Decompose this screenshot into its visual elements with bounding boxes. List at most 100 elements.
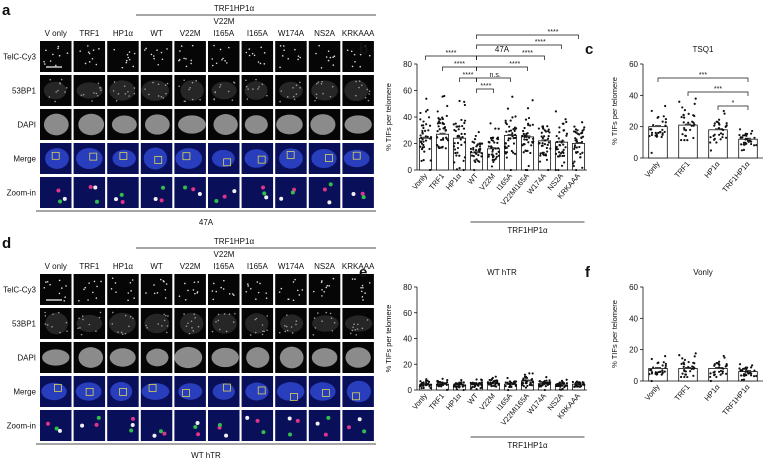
significance-bracket: [476, 55, 545, 60]
focus-dot: [323, 290, 326, 293]
data-point: [473, 168, 476, 172]
data-point: [680, 375, 683, 379]
data-point: [713, 373, 716, 376]
zoom-focus: [129, 428, 134, 433]
data-point: [473, 141, 476, 144]
data-point: [545, 379, 548, 382]
nucleus: [141, 80, 170, 101]
data-point: [480, 152, 483, 155]
group-title: TRF1HP1α: [214, 4, 255, 13]
focus-dot: [115, 291, 117, 293]
focus-dot: [246, 98, 249, 100]
data-point: [470, 150, 473, 153]
data-point: [478, 149, 481, 152]
zoom-focus: [153, 197, 158, 202]
zoom-focus: [120, 199, 125, 204]
micrograph-cell: [308, 274, 341, 305]
focus-dot: [157, 63, 160, 66]
focus-dot: [99, 87, 101, 89]
focus-dot: [93, 92, 95, 94]
focus-dot: [185, 325, 188, 327]
data-point: [573, 147, 576, 151]
data-point: [546, 137, 550, 140]
data-point: [421, 129, 424, 133]
data-point: [580, 384, 583, 388]
focus-dot: [279, 45, 282, 47]
y-tick-label: 20: [629, 346, 638, 355]
data-point: [495, 155, 498, 158]
data-point: [687, 112, 690, 115]
data-point: [547, 141, 551, 144]
data-point: [547, 135, 550, 138]
data-point: [529, 124, 532, 127]
data-point: [527, 136, 531, 139]
data-point: [680, 115, 683, 119]
data-point: [479, 142, 482, 145]
focus-dot: [80, 333, 83, 336]
nucleus: [279, 346, 304, 369]
column-label: HP1α: [113, 262, 134, 271]
data-point: [718, 363, 721, 367]
focus-dot: [292, 95, 295, 98]
focus-dot: [248, 48, 251, 50]
focus-dot: [266, 94, 268, 97]
focus-dot: [157, 83, 160, 86]
data-point: [475, 152, 478, 155]
zoom-box: [352, 151, 361, 160]
focus-dot: [357, 323, 359, 326]
data-point: [719, 373, 722, 376]
data-point: [709, 141, 712, 144]
data-point: [470, 154, 474, 157]
data-point: [709, 136, 712, 139]
data-point: [557, 137, 560, 140]
data-point: [487, 153, 491, 156]
micrograph-cell: [308, 177, 341, 208]
focus-dot: [112, 90, 115, 92]
data-point: [436, 136, 439, 139]
focus-dot: [145, 47, 147, 50]
data-point: [547, 130, 550, 133]
data-point: [656, 373, 659, 376]
focus-dot: [123, 85, 126, 87]
focus-dot: [333, 55, 336, 57]
micrograph-cell: [208, 410, 240, 441]
focus-dot: [356, 328, 359, 330]
data-point: [538, 384, 541, 387]
data-point: [664, 124, 667, 127]
zoom-focus: [357, 417, 362, 422]
focus-dot: [82, 93, 85, 96]
data-point: [441, 95, 444, 98]
focus-dot: [350, 50, 353, 53]
data-point: [740, 143, 743, 146]
data-point: [721, 136, 724, 139]
row-label: DAPI: [17, 121, 36, 130]
zoom-focus: [159, 198, 164, 203]
nucleus: [144, 114, 170, 135]
x-tick-label: TRF1: [673, 160, 692, 180]
data-point: [425, 123, 428, 126]
data-point: [722, 128, 725, 132]
row-label: Zoom-in: [7, 422, 36, 431]
focus-dot: [130, 290, 132, 292]
focus-dot: [162, 279, 165, 282]
focus-dot: [279, 66, 281, 69]
focus-dot: [254, 331, 257, 334]
focus-dot: [179, 50, 181, 52]
focus-dot: [261, 83, 264, 86]
focus-dot: [299, 81, 301, 84]
data-point: [683, 116, 686, 119]
data-point: [508, 384, 512, 388]
data-point: [753, 369, 756, 372]
data-point: [487, 155, 490, 158]
column-label: WT: [150, 262, 163, 271]
data-point: [523, 126, 526, 130]
data-point: [507, 137, 510, 140]
x-tick-label: W174A: [525, 392, 548, 417]
data-point: [555, 384, 558, 388]
data-point: [429, 386, 432, 390]
data-point: [722, 367, 725, 370]
data-point: [463, 100, 466, 103]
data-point: [654, 131, 657, 134]
data-point: [743, 134, 746, 137]
data-point: [656, 362, 659, 365]
